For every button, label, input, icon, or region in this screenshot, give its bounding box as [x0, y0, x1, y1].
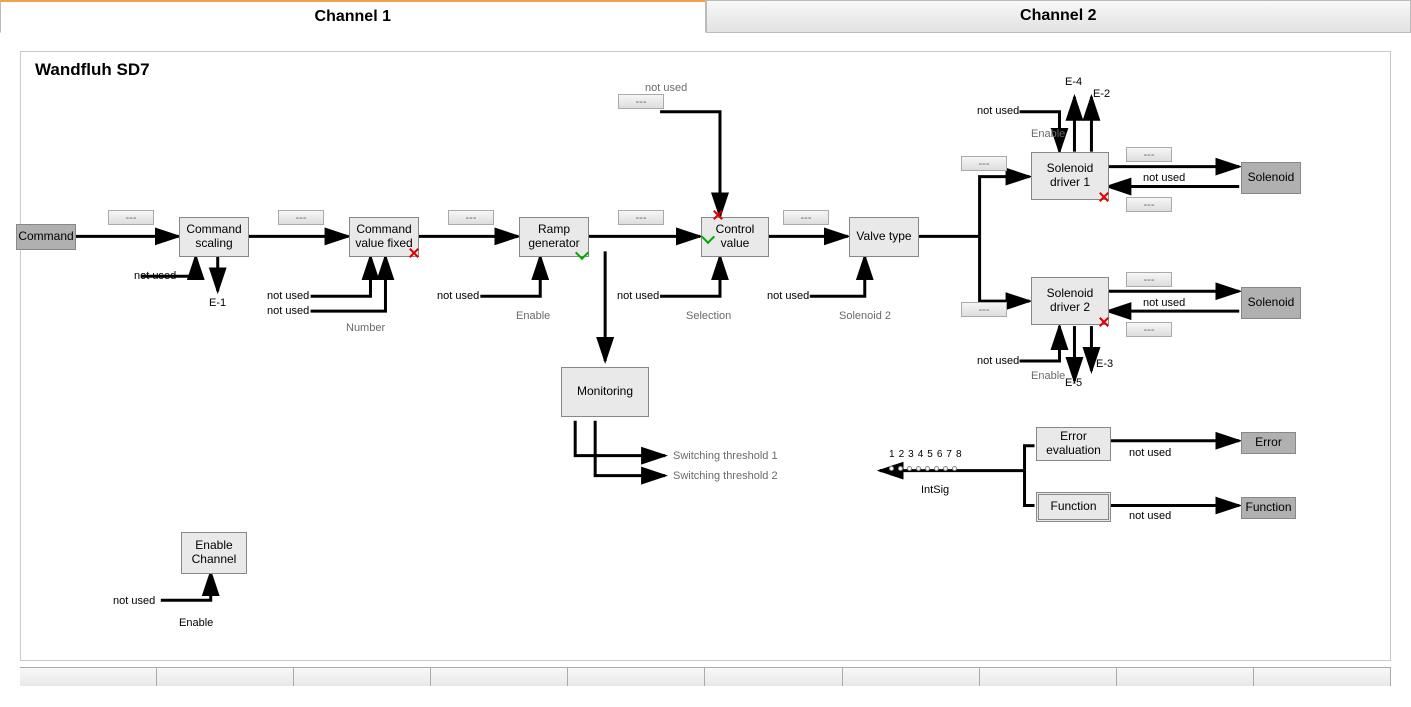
lbl-e2: E-2	[1093, 88, 1110, 100]
node-valve-type[interactable]: Valve type	[849, 217, 919, 257]
lbl-notused-4: not used	[437, 290, 479, 302]
lbl-e1: E-1	[209, 297, 226, 309]
tab-channel-1[interactable]: Channel 1	[0, 0, 706, 33]
lbl-notused-14: not used	[1129, 510, 1171, 522]
diagram-canvas: Wandfluh SD7	[20, 51, 1391, 661]
lbl-intsig: IntSig	[921, 484, 949, 496]
lbl-e5: E-5	[1065, 377, 1082, 389]
node-enable-channel[interactable]: Enable Channel	[181, 532, 247, 574]
lbl-solenoid2: Solenoid 2	[839, 310, 891, 322]
node-error-out[interactable]: Error	[1241, 432, 1296, 454]
lbl-notused-6: not used	[645, 82, 687, 94]
node-solenoid-2[interactable]: Solenoid	[1241, 287, 1301, 319]
lbl-notused-13: not used	[1129, 447, 1171, 459]
lbl-sw1: Switching threshold 1	[673, 450, 778, 462]
node-error-evaluation[interactable]: Error evaluation	[1036, 427, 1111, 461]
pill-5[interactable]: ---	[618, 94, 664, 109]
node-solenoid-driver-1[interactable]: Solenoid driver 1	[1031, 152, 1109, 200]
lbl-number: Number	[346, 322, 385, 334]
intsig-numbers: 12345678	[889, 449, 966, 460]
node-monitoring[interactable]: Monitoring	[561, 367, 649, 417]
pill-1[interactable]: ---	[108, 210, 154, 225]
lbl-e3: E-3	[1096, 358, 1113, 370]
lbl-enable-4: Enable	[1031, 370, 1065, 382]
pill-2[interactable]: ---	[278, 210, 324, 225]
lbl-selection: Selection	[686, 310, 731, 322]
x-icon	[409, 248, 419, 258]
lbl-notused-3: not used	[267, 305, 309, 317]
lbl-notused-7: not used	[767, 290, 809, 302]
pill-12[interactable]: ---	[1126, 322, 1172, 337]
lbl-e4: E-4	[1065, 76, 1082, 88]
pill-3[interactable]: ---	[448, 210, 494, 225]
x-icon	[713, 210, 723, 220]
tab-channel-2[interactable]: Channel 2	[706, 0, 1411, 33]
x-icon	[1099, 192, 1109, 202]
canvas-title: Wandfluh SD7	[35, 60, 150, 80]
node-function[interactable]: Function	[1036, 492, 1111, 522]
pill-9[interactable]: ---	[1126, 147, 1172, 162]
lbl-enable-1: Enable	[516, 310, 550, 322]
pill-8[interactable]: ---	[961, 302, 1007, 317]
lbl-notused-2: not used	[267, 290, 309, 302]
lbl-enable-3: Enable	[1031, 128, 1065, 140]
lbl-notused-1: not used	[134, 270, 176, 282]
node-command[interactable]: Command	[16, 224, 76, 250]
lbl-sw2: Switching threshold 2	[673, 470, 778, 482]
pill-10[interactable]: ---	[1126, 197, 1172, 212]
pill-11[interactable]: ---	[1126, 272, 1172, 287]
node-solenoid-driver-2[interactable]: Solenoid driver 2	[1031, 277, 1109, 325]
node-function-out[interactable]: Function	[1241, 497, 1296, 519]
pill-4[interactable]: ---	[618, 210, 664, 225]
node-solenoid-1[interactable]: Solenoid	[1241, 162, 1301, 194]
status-bar	[20, 667, 1391, 686]
lbl-notused-9: not used	[977, 105, 1019, 117]
lbl-notused-8: not used	[113, 595, 155, 607]
x-icon	[1099, 317, 1109, 327]
lbl-notused-5: not used	[617, 290, 659, 302]
lbl-notused-12: not used	[977, 355, 1019, 367]
pill-6[interactable]: ---	[783, 210, 829, 225]
lbl-notused-11: not used	[1143, 297, 1185, 309]
lbl-enable-2: Enable	[179, 617, 213, 629]
pill-7[interactable]: ---	[961, 156, 1007, 171]
lbl-notused-10: not used	[1143, 172, 1185, 184]
node-command-scaling[interactable]: Command scaling	[179, 217, 249, 257]
intsig-dots	[887, 462, 959, 474]
